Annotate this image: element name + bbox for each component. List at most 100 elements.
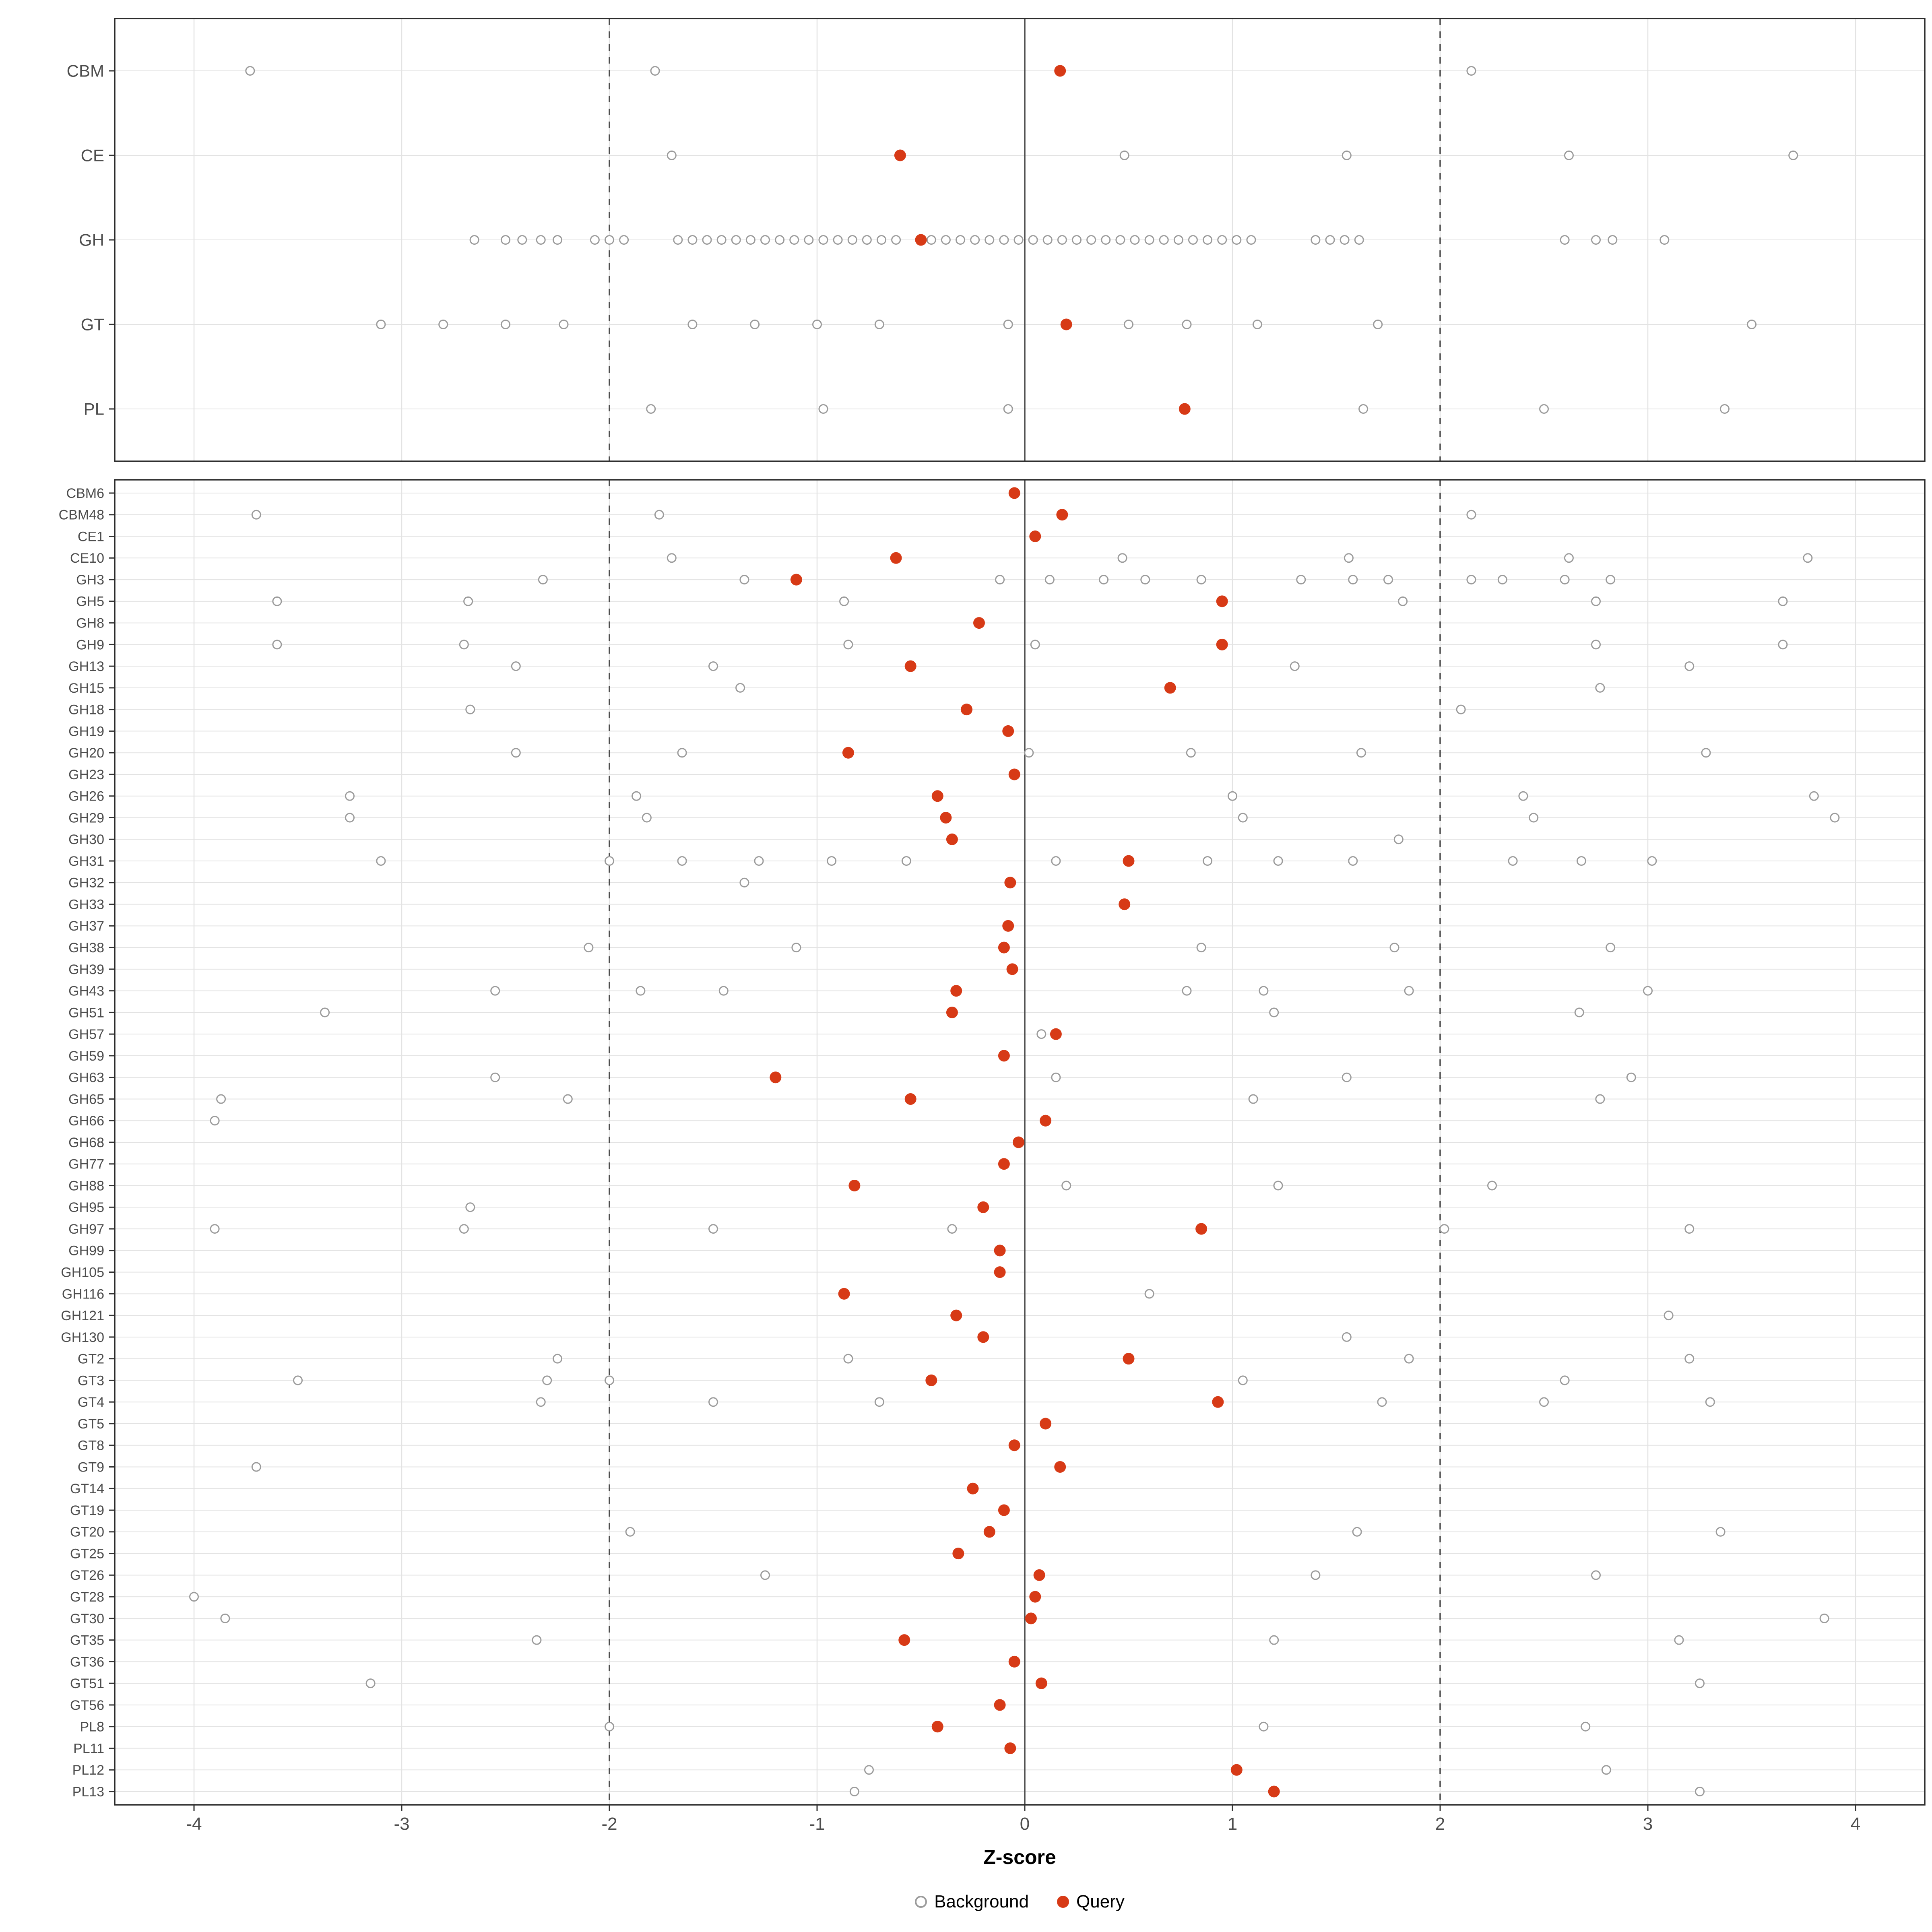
background-point bbox=[1342, 1072, 1352, 1082]
background-point bbox=[536, 235, 546, 245]
query-point bbox=[946, 833, 958, 845]
background-point bbox=[532, 1635, 542, 1645]
background-point bbox=[1238, 1375, 1248, 1385]
query-point bbox=[994, 1245, 1006, 1257]
background-point bbox=[667, 553, 677, 563]
background-point bbox=[376, 320, 386, 329]
background-point bbox=[1130, 235, 1140, 245]
row-label: GH31 bbox=[68, 854, 104, 869]
background-point bbox=[1591, 1570, 1601, 1580]
row-label: GT8 bbox=[78, 1438, 104, 1453]
background-point bbox=[702, 235, 712, 245]
background-point bbox=[1248, 1094, 1258, 1104]
query-point bbox=[790, 574, 802, 586]
background-point bbox=[687, 320, 698, 329]
row-label: GH99 bbox=[68, 1243, 104, 1259]
background-point bbox=[1057, 235, 1067, 245]
background-point bbox=[1647, 856, 1657, 866]
background-point bbox=[1684, 661, 1695, 671]
background-point bbox=[1259, 1721, 1269, 1732]
background-point bbox=[619, 235, 629, 245]
background-point bbox=[1601, 1765, 1611, 1775]
row-label: GT25 bbox=[70, 1546, 104, 1561]
query-point bbox=[904, 660, 916, 672]
background-point bbox=[1203, 856, 1213, 866]
background-point bbox=[1529, 813, 1539, 823]
query-point bbox=[1119, 898, 1131, 910]
row-label: GH37 bbox=[68, 919, 104, 934]
query-point bbox=[1006, 963, 1018, 975]
query-point bbox=[904, 1093, 916, 1105]
background-point bbox=[345, 813, 355, 823]
background-point bbox=[490, 986, 500, 996]
query-point bbox=[1040, 1418, 1052, 1430]
background-point bbox=[1591, 235, 1601, 245]
background-point bbox=[1101, 235, 1111, 245]
row-label: PL bbox=[84, 400, 104, 419]
x-tick-label: 4 bbox=[1851, 1814, 1860, 1834]
row-label: GT51 bbox=[70, 1676, 104, 1691]
x-axis-title-wrap: Z-score bbox=[115, 1845, 1925, 1869]
background-point bbox=[1574, 1007, 1584, 1018]
query-point bbox=[973, 617, 985, 629]
row-label: GT4 bbox=[78, 1395, 104, 1410]
query-point bbox=[1013, 1136, 1025, 1148]
row-label: GH43 bbox=[68, 984, 104, 999]
panel-border bbox=[114, 18, 1926, 462]
background-point bbox=[632, 791, 642, 801]
background-point bbox=[1560, 1375, 1570, 1385]
background-point bbox=[687, 235, 698, 245]
query-point bbox=[890, 552, 902, 564]
background-point bbox=[1173, 235, 1183, 245]
query-point bbox=[1054, 1461, 1066, 1473]
family-panel: CBM6 CBM48 CE1 CE10 GH3 GH5 GH8 GH9 GH13 GH15 GH18… bbox=[59, 479, 1926, 1806]
x-tick-label: -4 bbox=[186, 1814, 202, 1834]
background-point bbox=[1701, 748, 1711, 758]
background-point bbox=[1188, 235, 1198, 245]
background-point bbox=[1296, 575, 1306, 585]
query-point bbox=[1008, 1439, 1020, 1451]
row-label: GH105 bbox=[61, 1265, 104, 1280]
background-point bbox=[970, 235, 980, 245]
background-point bbox=[833, 235, 843, 245]
background-point bbox=[1232, 235, 1242, 245]
background-point bbox=[465, 1202, 475, 1212]
background-point bbox=[876, 235, 886, 245]
query-point bbox=[940, 812, 952, 824]
background-point bbox=[1228, 791, 1237, 801]
query-point bbox=[983, 1526, 995, 1538]
background-point bbox=[1803, 553, 1813, 563]
row-label: GH130 bbox=[61, 1330, 104, 1345]
class-panel: CBM CE GH GT PL bbox=[67, 18, 1926, 462]
background-point bbox=[760, 1570, 770, 1580]
background-point bbox=[646, 404, 656, 414]
background-point bbox=[843, 1354, 853, 1364]
background-point bbox=[251, 510, 261, 520]
row-label: GT bbox=[81, 315, 104, 334]
background-point bbox=[812, 320, 822, 329]
background-point bbox=[1398, 596, 1408, 606]
background-point bbox=[926, 235, 936, 245]
background-point bbox=[1273, 856, 1283, 866]
row-label: PL13 bbox=[72, 1784, 104, 1800]
background-point bbox=[584, 943, 594, 953]
query-point bbox=[931, 790, 943, 802]
background-point bbox=[754, 856, 764, 866]
background-point bbox=[1581, 1721, 1591, 1732]
background-point bbox=[1705, 1397, 1715, 1407]
background-point bbox=[1182, 320, 1192, 329]
query-point bbox=[1029, 1591, 1041, 1603]
background-point bbox=[839, 596, 849, 606]
row-label: CE1 bbox=[78, 529, 104, 544]
background-point bbox=[345, 791, 355, 801]
background-point bbox=[999, 235, 1009, 245]
query-point bbox=[1002, 725, 1014, 737]
background-point bbox=[1778, 596, 1788, 606]
background-point bbox=[511, 661, 521, 671]
background-point bbox=[563, 1094, 573, 1104]
background-point bbox=[1196, 575, 1206, 585]
x-tick-label: -1 bbox=[809, 1814, 825, 1834]
background-point bbox=[1269, 1007, 1279, 1018]
row-label: GH29 bbox=[68, 810, 104, 826]
background-point bbox=[1539, 404, 1549, 414]
